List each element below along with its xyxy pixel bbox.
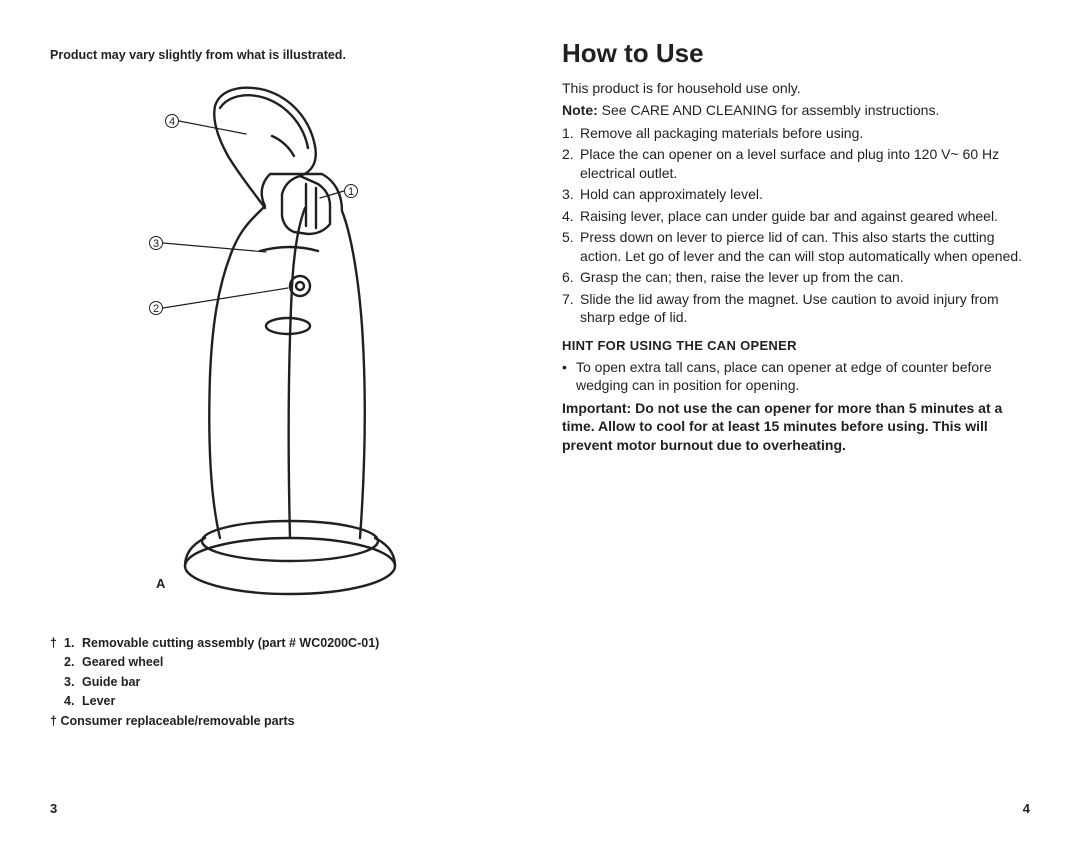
can-opener-illustration — [60, 76, 490, 606]
step-item: Slide the lid away from the magnet. Use … — [562, 290, 1030, 327]
intro-line: This product is for household use only. — [562, 79, 1030, 97]
callout-3: 3 — [149, 236, 163, 250]
product-diagram: 4 1 3 2 A — [60, 76, 490, 606]
figure-label: A — [156, 576, 165, 591]
part-item: 4. Lever — [50, 692, 500, 711]
callout-4: 4 — [165, 114, 179, 128]
footnote: † Consumer replaceable/removable parts — [50, 714, 500, 728]
hint-list: To open extra tall cans, place can opene… — [562, 358, 1030, 395]
page-number-right: 4 — [1023, 801, 1030, 816]
callout-1: 1 — [344, 184, 358, 198]
body-text: This product is for household use only. … — [562, 79, 1030, 454]
steps-list: Remove all packaging materials before us… — [562, 124, 1030, 327]
note-line: Note: See CARE AND CLEANING for assembly… — [562, 101, 1030, 119]
step-item: Press down on lever to pierce lid of can… — [562, 228, 1030, 265]
part-item: 2. Geared wheel — [50, 653, 500, 672]
hint-heading: HINT FOR USING THE CAN OPENER — [562, 337, 1030, 354]
step-item: Grasp the can; then, raise the lever up … — [562, 268, 1030, 286]
right-page: How to Use This product is for household… — [540, 0, 1080, 846]
part-item: † 1. Removable cutting assembly (part # … — [50, 634, 500, 653]
manual-spread: Product may vary slightly from what is i… — [0, 0, 1080, 846]
callout-2: 2 — [149, 301, 163, 315]
disclaimer-text: Product may vary slightly from what is i… — [50, 48, 500, 62]
page-number-left: 3 — [50, 801, 57, 816]
important-note: Important: Do not use the can opener for… — [562, 399, 1030, 454]
part-item: 3. Guide bar — [50, 673, 500, 692]
left-page: Product may vary slightly from what is i… — [0, 0, 540, 846]
step-item: Place the can opener on a level surface … — [562, 145, 1030, 182]
step-item: Remove all packaging materials before us… — [562, 124, 1030, 142]
parts-list: † 1. Removable cutting assembly (part # … — [50, 634, 500, 712]
section-heading: How to Use — [562, 38, 1030, 69]
step-item: Hold can approximately level. — [562, 185, 1030, 203]
step-item: Raising lever, place can under guide bar… — [562, 207, 1030, 225]
hint-item: To open extra tall cans, place can opene… — [562, 358, 1030, 395]
